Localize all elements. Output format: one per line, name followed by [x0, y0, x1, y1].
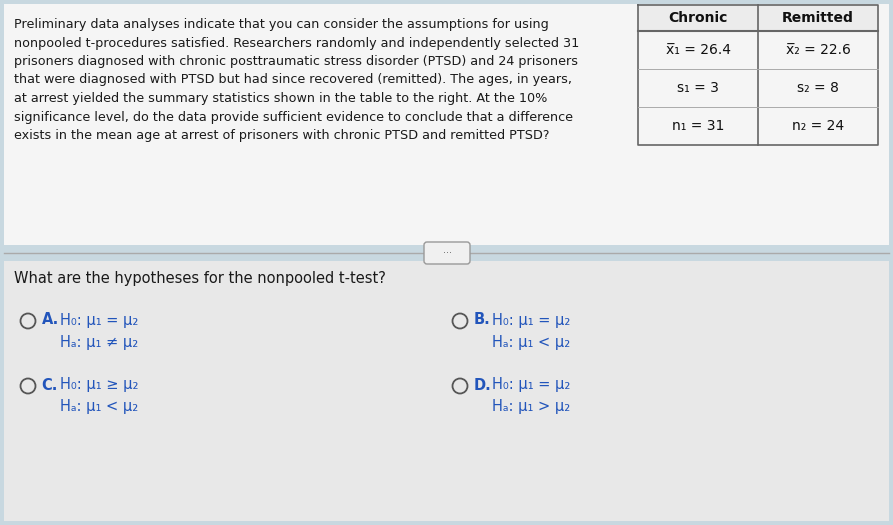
Text: n₂ = 24: n₂ = 24 [792, 119, 844, 133]
FancyBboxPatch shape [4, 4, 889, 245]
Text: Preliminary data analyses indicate that you can consider the assumptions for usi: Preliminary data analyses indicate that … [14, 18, 549, 31]
Text: s₁ = 3: s₁ = 3 [677, 81, 719, 95]
Text: D.: D. [473, 377, 491, 393]
Text: x̅₁ = 26.4: x̅₁ = 26.4 [665, 43, 730, 57]
Text: s₂ = 8: s₂ = 8 [797, 81, 839, 95]
Text: exists in the mean age at arrest of prisoners with chronic PTSD and remitted PTS: exists in the mean age at arrest of pris… [14, 129, 549, 142]
Text: x̅₂ = 22.6: x̅₂ = 22.6 [786, 43, 850, 57]
Text: H₀: μ₁ ≥ μ₂: H₀: μ₁ ≥ μ₂ [60, 377, 138, 393]
Text: prisoners diagnosed with chronic posttraumatic stress disorder (PTSD) and 24 pri: prisoners diagnosed with chronic posttra… [14, 55, 578, 68]
FancyBboxPatch shape [638, 5, 878, 31]
Text: H₀: μ₁ = μ₂: H₀: μ₁ = μ₂ [60, 312, 138, 328]
Text: What are the hypotheses for the nonpooled t-test?: What are the hypotheses for the nonpoole… [14, 271, 386, 286]
Text: that were diagnosed with PTSD but had since recovered (remitted). The ages, in y: that were diagnosed with PTSD but had si… [14, 74, 572, 87]
Text: H₀: μ₁ = μ₂: H₀: μ₁ = μ₂ [491, 377, 570, 393]
Text: Hₐ: μ₁ < μ₂: Hₐ: μ₁ < μ₂ [491, 334, 570, 350]
FancyBboxPatch shape [4, 261, 889, 521]
Text: A.: A. [41, 312, 59, 328]
Text: Remitted: Remitted [782, 11, 854, 25]
Text: ···: ··· [443, 248, 452, 258]
Text: significance level, do the data provide sufficient evidence to conclude that a d: significance level, do the data provide … [14, 110, 573, 123]
Text: at arrest yielded the summary statistics shown in the table to the right. At the: at arrest yielded the summary statistics… [14, 92, 547, 105]
Text: Chronic: Chronic [668, 11, 728, 25]
Text: Hₐ: μ₁ < μ₂: Hₐ: μ₁ < μ₂ [60, 400, 138, 415]
Text: n₁ = 31: n₁ = 31 [672, 119, 724, 133]
Text: Hₐ: μ₁ > μ₂: Hₐ: μ₁ > μ₂ [491, 400, 570, 415]
Text: B.: B. [473, 312, 490, 328]
Text: Hₐ: μ₁ ≠ μ₂: Hₐ: μ₁ ≠ μ₂ [60, 334, 138, 350]
Text: H₀: μ₁ = μ₂: H₀: μ₁ = μ₂ [491, 312, 570, 328]
FancyBboxPatch shape [424, 242, 470, 264]
Text: C.: C. [41, 377, 58, 393]
Text: nonpooled t-procedures satisfied. Researchers randomly and independently selecte: nonpooled t-procedures satisfied. Resear… [14, 37, 580, 49]
